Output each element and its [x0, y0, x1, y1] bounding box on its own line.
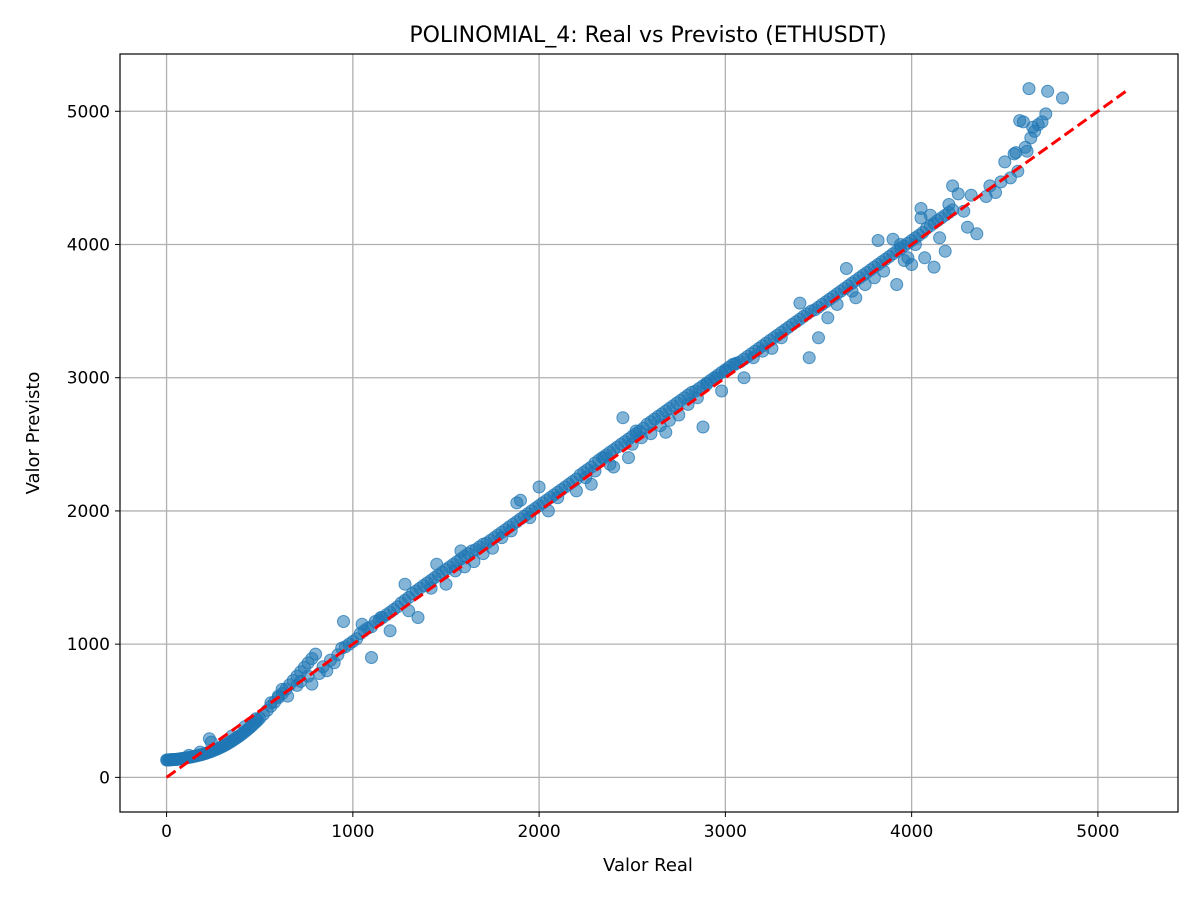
scatter-point — [1056, 91, 1069, 105]
y-tick-label: 0 — [99, 768, 110, 788]
scatter-point — [871, 234, 885, 247]
scatter-point — [877, 264, 891, 278]
scatter-point — [607, 460, 621, 474]
x-tick-label: 0 — [161, 822, 172, 842]
scatter-point — [1013, 114, 1027, 128]
scatter-point — [204, 735, 218, 749]
scatter-point — [933, 231, 947, 245]
scatter-point — [890, 278, 904, 291]
scatter-point — [737, 371, 751, 385]
scatter-point — [305, 677, 319, 691]
y-tick-label: 5000 — [67, 102, 110, 122]
scatter-point — [1022, 82, 1036, 96]
scatter-point — [905, 258, 919, 271]
y-tick-label: 1000 — [67, 635, 110, 655]
scatter-point — [659, 425, 673, 439]
scatter-point — [644, 427, 658, 441]
scatter-point — [951, 187, 965, 201]
x-axis-label: Valor Real — [603, 855, 693, 876]
grid — [120, 54, 1178, 812]
scatter-point — [365, 651, 378, 664]
reference-line-layer — [165, 87, 1131, 779]
scatter-point — [1018, 140, 1032, 154]
x-tick-label: 1000 — [331, 822, 374, 842]
scatter-point — [696, 420, 710, 434]
x-tick-label: 5000 — [1076, 822, 1119, 842]
plot-area-frame — [119, 53, 1179, 813]
y-axis-label: Valor Previsto — [23, 372, 44, 495]
scatter-point — [961, 220, 974, 234]
scatter-point — [821, 311, 835, 325]
x-tick-label: 4000 — [890, 822, 933, 842]
scatter-point — [225, 729, 239, 743]
scatter-point — [249, 712, 263, 726]
scatter-point — [1041, 84, 1055, 98]
scatter-point — [383, 624, 397, 638]
scatter-point — [309, 647, 323, 661]
scatter-point — [622, 451, 635, 465]
reference-line — [165, 87, 1131, 779]
scatter-point — [918, 251, 932, 265]
scatter-point — [1039, 107, 1053, 121]
scatter-point — [584, 477, 598, 491]
scatter-point — [793, 296, 807, 310]
scatter-point — [616, 411, 630, 425]
scatter-point — [337, 615, 350, 628]
scatter-point — [1026, 120, 1040, 134]
scatter-point — [839, 262, 853, 275]
scatter-point — [411, 611, 425, 624]
scatter-point — [715, 384, 729, 398]
x-tick-label: 3000 — [704, 822, 747, 842]
scatter-point — [970, 227, 984, 241]
scatter-point — [802, 351, 816, 365]
scatter-point — [998, 155, 1012, 169]
scatter-point — [430, 557, 444, 571]
scatter-point — [849, 291, 863, 305]
chart-title: POLINOMIAL_4: Real vs Previsto (ETHUSDT) — [409, 23, 886, 48]
scatter-point — [927, 260, 941, 274]
scatter-point — [989, 186, 1002, 199]
x-axis-ticks: 0 1000 2000 3000 4000 5000 — [161, 812, 1120, 842]
scatter-point — [923, 208, 937, 222]
x-tick-label: 2000 — [517, 822, 560, 842]
scatter-point — [182, 748, 196, 762]
scatter-point — [238, 720, 252, 734]
scatter-point — [355, 617, 369, 631]
scatter-point — [514, 493, 527, 507]
scatter-point — [532, 480, 546, 494]
scatter-point — [374, 611, 388, 624]
scatter-point — [454, 544, 468, 558]
y-tick-label: 2000 — [67, 502, 110, 522]
scatter-point — [398, 577, 412, 591]
y-axis-ticks: 0 1000 2000 3000 4000 5000 — [67, 102, 120, 788]
y-tick-label: 4000 — [67, 235, 110, 255]
y-tick-label: 3000 — [67, 369, 110, 389]
scatter-point — [938, 244, 952, 258]
scatter-point — [942, 198, 956, 211]
scatter-point — [812, 331, 825, 345]
